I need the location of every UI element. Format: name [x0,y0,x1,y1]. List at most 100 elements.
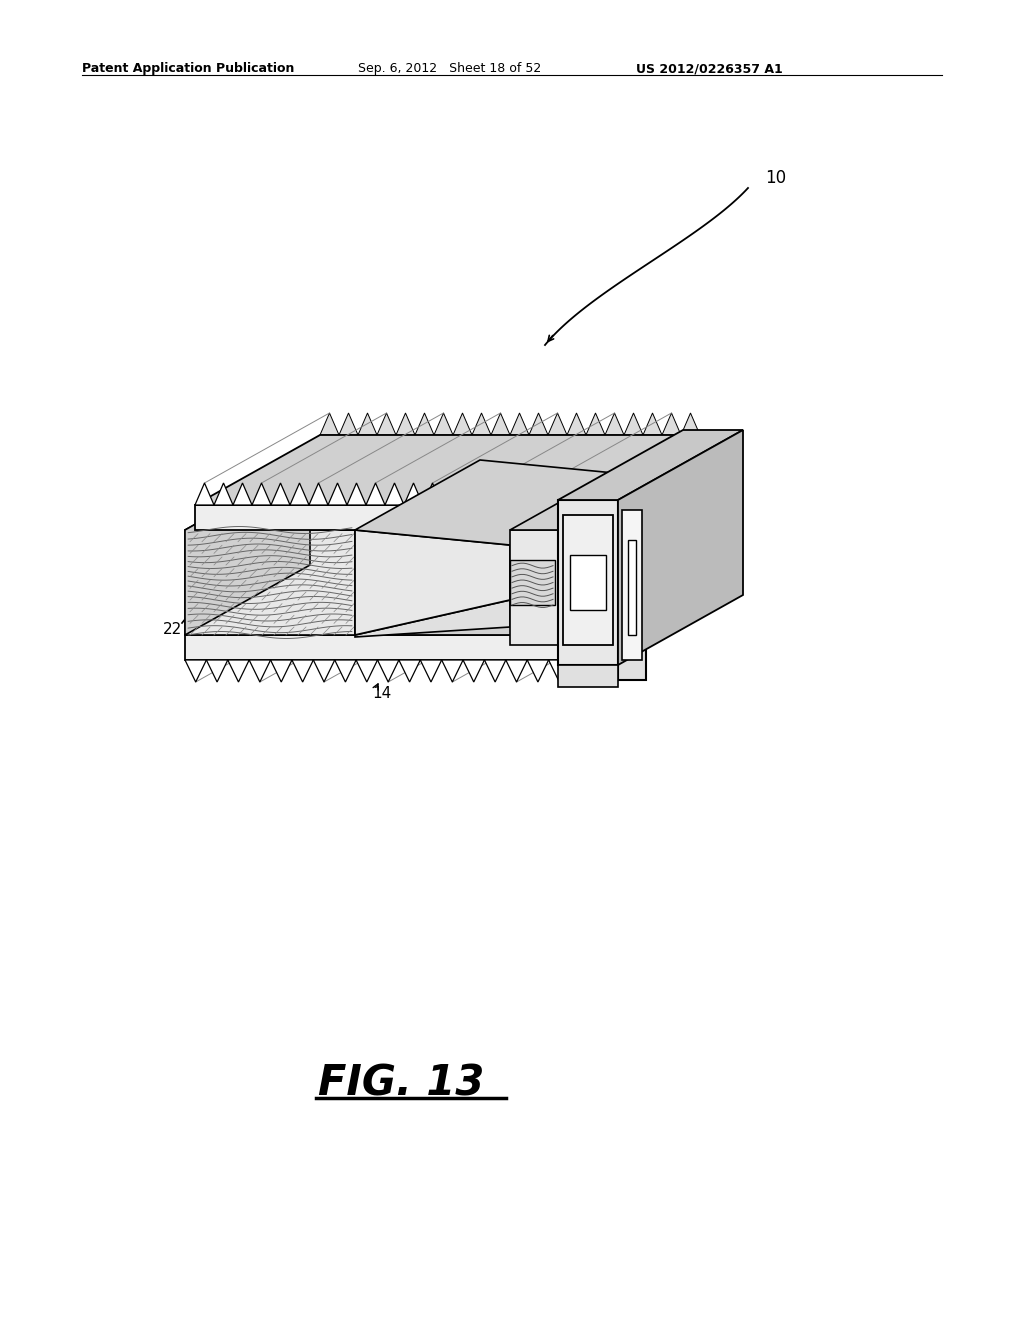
Polygon shape [356,660,378,682]
Polygon shape [396,413,415,436]
Polygon shape [681,413,700,436]
Polygon shape [566,590,588,612]
Polygon shape [404,483,423,506]
Polygon shape [575,436,700,531]
Polygon shape [270,660,292,682]
Polygon shape [377,413,396,436]
Text: FIG. 13: FIG. 13 [318,1063,484,1104]
Polygon shape [506,660,527,682]
Polygon shape [537,483,556,506]
Polygon shape [185,635,570,660]
Polygon shape [442,483,461,506]
Polygon shape [586,413,605,436]
Polygon shape [195,483,214,506]
Polygon shape [556,483,575,506]
Polygon shape [185,459,310,635]
Polygon shape [214,483,233,506]
Polygon shape [185,459,480,531]
Polygon shape [335,660,356,682]
Polygon shape [631,590,652,612]
Polygon shape [434,413,453,436]
Polygon shape [461,483,480,506]
Polygon shape [453,413,472,436]
Polygon shape [549,660,570,682]
Polygon shape [484,660,506,682]
Polygon shape [195,506,575,531]
Polygon shape [310,590,332,612]
Polygon shape [524,590,545,612]
Polygon shape [527,660,549,682]
Polygon shape [319,413,339,436]
Polygon shape [510,413,529,436]
Text: 24: 24 [692,488,712,503]
Polygon shape [417,590,438,612]
Polygon shape [385,483,404,506]
Polygon shape [415,413,434,436]
Bar [563,515,613,645]
Polygon shape [472,413,490,436]
Polygon shape [545,590,566,612]
Bar [570,554,606,610]
Polygon shape [353,590,374,612]
Polygon shape [518,483,537,506]
Text: 10: 10 [765,169,786,187]
Polygon shape [618,430,743,665]
Text: 22: 22 [163,622,182,638]
Polygon shape [548,413,567,436]
Polygon shape [185,565,695,635]
Polygon shape [605,413,624,436]
Bar [622,510,642,660]
Polygon shape [609,590,631,612]
Polygon shape [207,660,227,682]
Polygon shape [674,590,695,612]
Polygon shape [185,660,207,682]
Polygon shape [510,560,555,605]
Polygon shape [510,531,558,645]
Polygon shape [374,590,395,612]
Polygon shape [195,436,700,506]
Polygon shape [347,483,366,506]
Polygon shape [420,660,441,682]
Polygon shape [227,660,249,682]
Polygon shape [395,590,417,612]
Polygon shape [570,565,695,660]
Polygon shape [662,413,681,436]
Text: US 2012/0226357 A1: US 2012/0226357 A1 [636,62,782,75]
Polygon shape [558,665,618,686]
Polygon shape [441,660,463,682]
Text: 26: 26 [447,475,466,490]
Polygon shape [438,590,460,612]
Text: Patent Application Publication: Patent Application Publication [82,62,294,75]
Polygon shape [313,660,335,682]
Polygon shape [355,459,635,545]
Polygon shape [292,660,313,682]
Polygon shape [290,483,309,506]
Polygon shape [480,483,499,506]
Polygon shape [510,459,683,531]
Polygon shape [185,531,355,635]
Polygon shape [332,590,353,612]
Polygon shape [558,500,618,665]
Text: 12: 12 [490,510,509,525]
Text: Sep. 6, 2012   Sheet 18 of 52: Sep. 6, 2012 Sheet 18 of 52 [358,62,542,75]
Polygon shape [503,590,524,612]
Polygon shape [399,660,420,682]
Polygon shape [463,660,484,682]
Text: 14: 14 [372,686,391,701]
Polygon shape [309,483,328,506]
Polygon shape [249,660,270,682]
Polygon shape [558,430,743,500]
Polygon shape [567,413,586,436]
Polygon shape [339,413,358,436]
Polygon shape [643,413,662,436]
Polygon shape [355,601,510,638]
Bar [628,540,636,635]
Polygon shape [588,590,609,612]
Polygon shape [233,483,252,506]
Polygon shape [460,590,481,612]
Polygon shape [252,483,271,506]
Polygon shape [618,495,646,680]
Polygon shape [355,531,510,635]
Polygon shape [378,660,399,682]
Polygon shape [271,483,290,506]
